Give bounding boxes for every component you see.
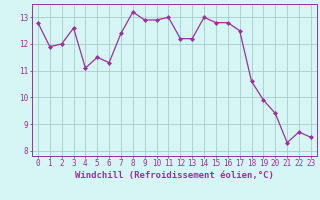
X-axis label: Windchill (Refroidissement éolien,°C): Windchill (Refroidissement éolien,°C)	[75, 171, 274, 180]
